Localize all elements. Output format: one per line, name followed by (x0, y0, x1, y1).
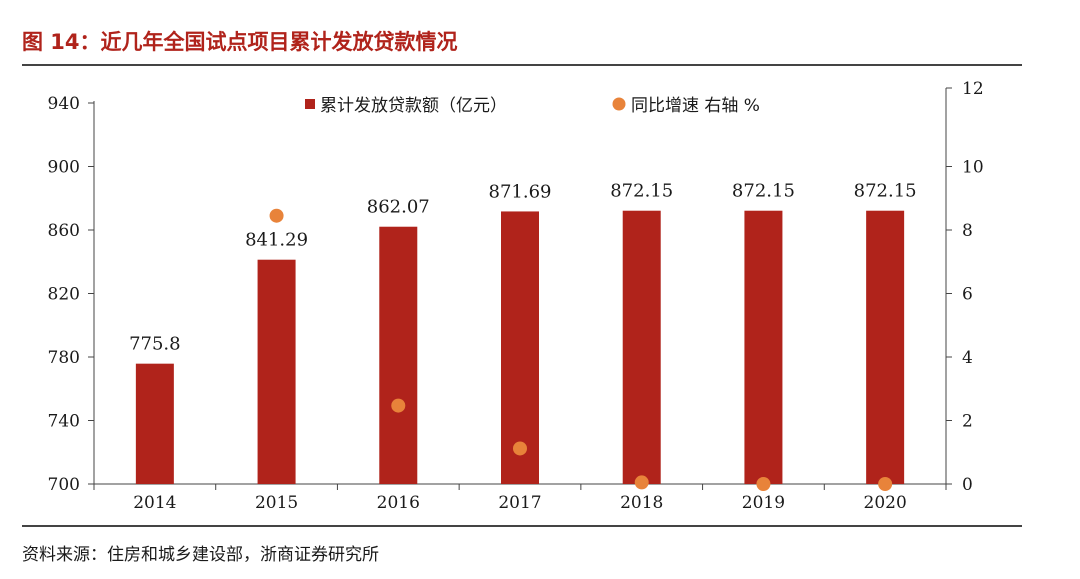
bar-data-label: 871.69 (489, 181, 552, 202)
left-tick-label: 940 (48, 94, 80, 114)
left-tick-label: 780 (48, 348, 80, 368)
x-tick-label: 2016 (377, 493, 420, 513)
x-axis: 2014 2015 2016 2017 2018 2019 2020 (93, 483, 947, 513)
right-axis: 0 2 4 6 8 10 12 (945, 79, 984, 495)
legend-bar-label: 累计发放贷款额（亿元） (320, 96, 507, 116)
bar-data-label: 841.29 (245, 230, 308, 251)
right-tick-label: 0 (962, 475, 973, 495)
right-tick-label: 8 (962, 221, 973, 241)
left-tick-label: 860 (48, 221, 80, 241)
bar (379, 226, 418, 485)
bar-data-label: 872.15 (610, 181, 673, 202)
legend: 累计发放贷款额（亿元） 同比增速 右轴 % (305, 96, 760, 116)
bar-data-label: 862.07 (367, 197, 430, 218)
right-tick-label: 2 (962, 412, 973, 432)
x-tick-label: 2020 (864, 493, 907, 513)
bar (135, 363, 174, 484)
source-rule (22, 525, 1022, 527)
bar (866, 210, 905, 485)
legend-dot-swatch (612, 97, 626, 111)
right-tick-label: 10 (962, 158, 984, 178)
bar-data-label: 872.15 (732, 181, 795, 202)
left-tick-label: 900 (48, 158, 80, 178)
growth-point (391, 398, 406, 413)
legend-bar-swatch (305, 99, 315, 109)
left-axis: 700 740 780 820 860 900 940 (48, 94, 95, 495)
right-tick-label: 12 (962, 79, 984, 99)
growth-series (269, 208, 893, 491)
x-tick-label: 2015 (255, 493, 298, 513)
growth-point (269, 208, 284, 223)
x-tick-label: 2018 (620, 493, 663, 513)
title-rule (22, 64, 1022, 66)
left-tick-label: 700 (48, 475, 80, 495)
growth-point (513, 441, 527, 456)
growth-point (756, 477, 771, 491)
bar (744, 210, 783, 485)
growth-point (878, 477, 893, 491)
x-tick-label: 2019 (742, 493, 785, 513)
right-tick-label: 4 (962, 348, 973, 368)
bar-series (135, 210, 905, 485)
legend-dot-label: 同比增速 右轴 % (631, 96, 760, 116)
x-tick-label: 2014 (133, 493, 176, 513)
growth-point (634, 475, 649, 490)
source-note: 资料来源：住房和城乡建设部，浙商证券研究所 (22, 545, 379, 565)
right-tick-label: 6 (962, 285, 973, 305)
left-tick-label: 740 (48, 412, 80, 432)
left-tick-label: 820 (48, 285, 80, 305)
figure-title: 图 14：近几年全国试点项目累计发放贷款情况 (22, 30, 458, 54)
bar (257, 259, 296, 484)
bar (622, 210, 661, 485)
bar (501, 211, 539, 484)
bar-data-labels: 775.8 841.29 862.07 871.69 872.15 872.15 872.1… (129, 181, 917, 355)
x-tick-label: 2017 (498, 493, 541, 513)
bar-data-label: 872.15 (854, 181, 917, 202)
bar-data-label: 775.8 (129, 334, 181, 355)
